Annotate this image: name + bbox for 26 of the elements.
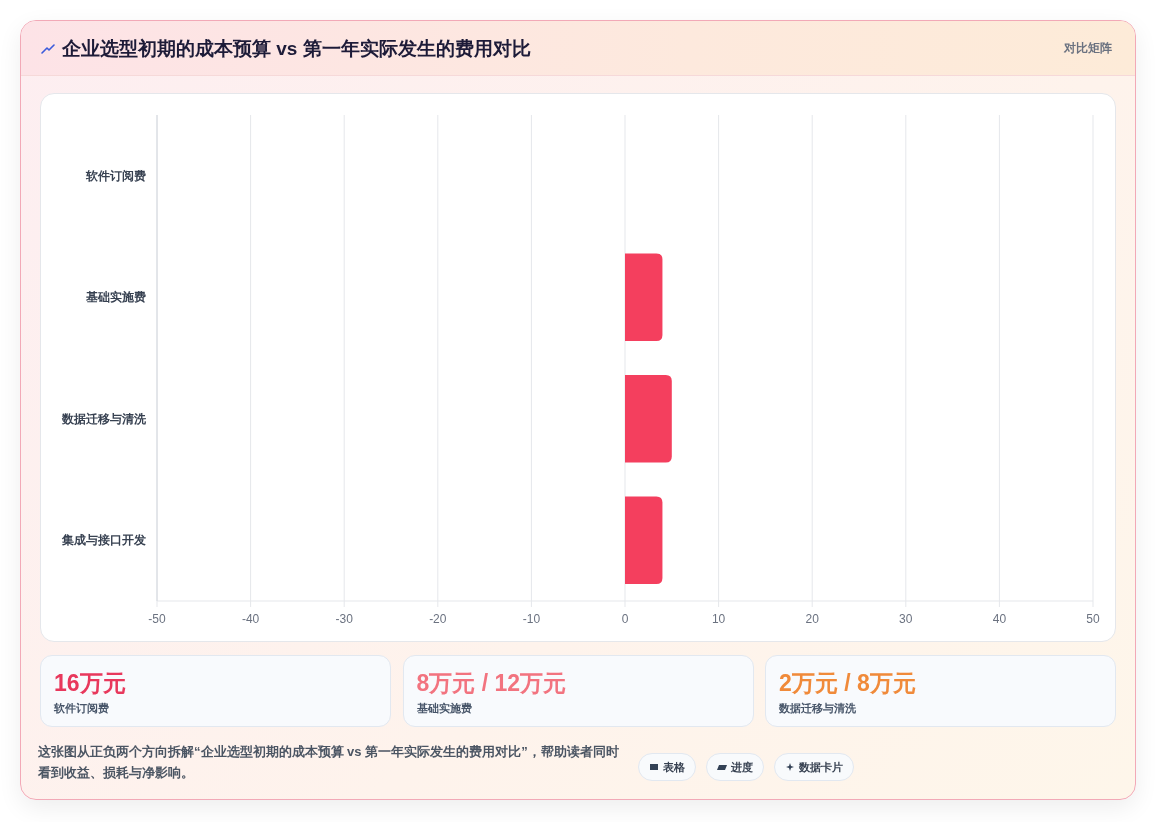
x-tick-label: 30 [899,612,913,626]
y-tick-label: 数据迁移与清洗 [61,411,147,426]
x-tick-label: -20 [429,612,447,626]
text: 8万元 / 12万元 [416,669,567,698]
x-tick-label: 40 [992,612,1007,626]
text: 进度 [731,759,753,775]
x-tick-label: 20 [805,612,820,626]
text: 这张图从正负两个方向拆解“企业选型初期的成本预算 vs 第一年实际发生的费用对比”，帮助读者同时看到收益、损耗与净影响。 [38,743,620,782]
x-tick-label: -30 [335,612,354,626]
text: 数据卡片 [799,759,843,775]
y-tick-label: 软件订阅费 [85,168,146,183]
x-tick-label: -40 [241,612,260,626]
chart-title: 企业选型初期的成本预算 vs 第一年实际发生的费用对比 [62,37,531,61]
y-tick-label: 集成与接口开发 [61,533,146,548]
text: 16万元 [54,669,126,698]
text: 2万元 / 8万元 [779,669,916,698]
x-tick-label: -50 [148,612,166,626]
x-tick-label: 10 [711,612,726,626]
text: 表格 [663,759,685,775]
text: 数据迁移与清洗 [779,701,856,716]
x-tick-label: -10 [522,612,541,626]
y-tick-label: 基础实施费 [85,290,146,305]
x-tick-label: 50 [1086,612,1100,626]
text: 对比矩阵 [1064,40,1112,57]
x-tick-label: 0 [621,612,629,626]
text: 基础实施费 [416,701,472,716]
